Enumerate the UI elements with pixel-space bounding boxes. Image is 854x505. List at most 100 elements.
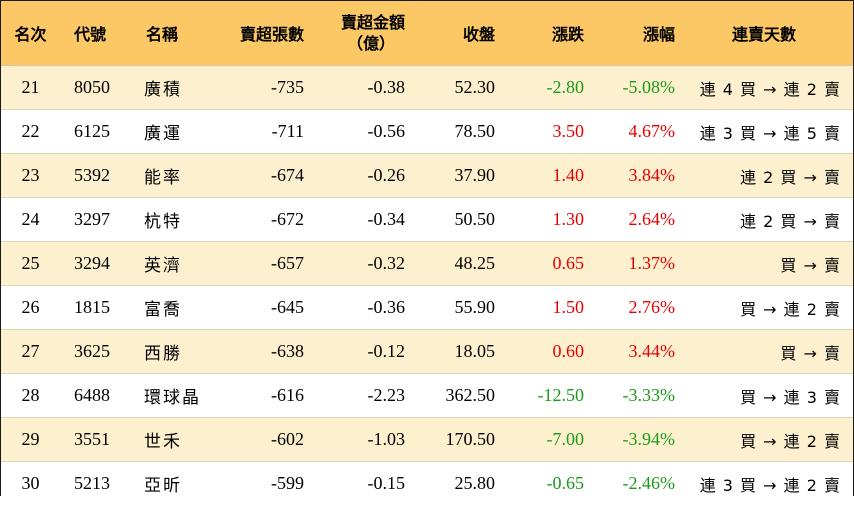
cell-streak: 連 3 買 → 連 5 賣: [699, 123, 841, 143]
cell-change: -2.80: [546, 77, 585, 97]
cell-code: 6125: [74, 121, 110, 141]
table-row: 29 3551 世禾 -602 -1.03 170.50 -7.00 -3.94% 買 → 連 …: [1, 418, 853, 462]
cell-net-sell-amount: -0.38: [367, 77, 406, 97]
cell-change-pct: 2.64%: [628, 209, 676, 229]
cell-net-sell-amount: -0.36: [367, 297, 406, 317]
cell-net-sell-lots: -602: [271, 429, 304, 449]
cell-streak: 買 → 賣: [780, 255, 841, 275]
cell-streak: 連 3 買 → 連 2 賣: [699, 475, 841, 495]
cell-code: 1815: [74, 297, 110, 317]
cell-net-sell-amount: -0.32: [367, 253, 406, 273]
header-streak: 連賣天數: [731, 25, 796, 44]
cell-change-pct: 3.44%: [628, 341, 676, 361]
table-row: 21 8050 廣積 -735 -0.38 52.30 -2.80 -5.08% 連 4 買 →…: [1, 66, 853, 110]
cell-close: 55.90: [454, 297, 496, 317]
cell-change-pct: -3.94%: [622, 429, 676, 449]
cell-net-sell-lots: -735: [271, 77, 304, 97]
cell-change: 1.40: [552, 165, 585, 185]
cell-net-sell-amount: -0.15: [367, 473, 406, 493]
header-change-pct: 漲幅: [642, 25, 675, 44]
cell-close: 362.50: [445, 385, 496, 405]
cell-code: 3551: [74, 429, 110, 449]
cell-streak: 買 → 賣: [780, 343, 841, 363]
cell-name: 富喬: [144, 300, 182, 320]
cell-name: 西勝: [144, 344, 182, 364]
header-net-sell-lots: 賣超張數: [239, 25, 304, 44]
cell-rank: 27: [21, 341, 40, 361]
cell-close: 37.90: [454, 165, 496, 185]
table-row: 24 3297 杭特 -672 -0.34 50.50 1.30 2.64% 連 2 買 → 賣: [1, 198, 853, 242]
cell-net-sell-lots: -599: [271, 473, 304, 493]
cell-net-sell-lots: -711: [271, 121, 304, 141]
cell-close: 18.05: [454, 341, 496, 361]
header-rank: 名次: [14, 25, 47, 44]
cell-name: 能率: [144, 168, 182, 188]
cell-net-sell-lots: -657: [271, 253, 304, 273]
header-close: 收盤: [462, 25, 495, 44]
cell-change-pct: -2.46%: [622, 473, 676, 493]
cell-rank: 21: [21, 77, 40, 97]
table-body: 21 8050 廣積 -735 -0.38 52.30 -2.80 -5.08% 連 4 買 →…: [1, 66, 853, 505]
cell-name: 廣積: [144, 80, 182, 100]
cell-rank: 28: [21, 385, 40, 405]
cell-code: 5213: [74, 473, 110, 493]
cell-net-sell-lots: -672: [271, 209, 304, 229]
cell-close: 170.50: [445, 429, 496, 449]
cell-close: 78.50: [454, 121, 496, 141]
cell-code: 5392: [74, 165, 110, 185]
cell-rank: 24: [21, 209, 40, 229]
cell-code: 6488: [74, 385, 110, 405]
cell-rank: 25: [21, 253, 40, 273]
cell-close: 52.30: [454, 77, 496, 97]
cell-code: 3294: [74, 253, 110, 273]
table-row: 27 3625 西勝 -638 -0.12 18.05 0.60 3.44% 買 → 賣: [1, 330, 853, 374]
table-row: 22 6125 廣運 -711 -0.56 78.50 3.50 4.67% 連 3 買 → 連…: [1, 110, 853, 154]
cell-change-pct: 3.84%: [628, 165, 676, 185]
cell-code: 3625: [74, 341, 110, 361]
cell-net-sell-amount: -0.56: [367, 121, 406, 141]
cell-change: -0.65: [546, 473, 585, 493]
cell-streak: 連 2 買 → 賣: [740, 167, 841, 187]
cell-code: 3297: [74, 209, 110, 229]
cell-change: 0.60: [552, 341, 585, 361]
header-code: 代號: [74, 25, 107, 44]
cell-net-sell-amount: -1.03: [367, 429, 406, 449]
table-row: 25 3294 英濟 -657 -0.32 48.25 0.65 1.37% 買 → 賣: [1, 242, 853, 286]
cell-net-sell-amount: -0.34: [367, 209, 406, 229]
cell-change-pct: -3.33%: [622, 385, 676, 405]
cell-change-pct: -5.08%: [622, 77, 676, 97]
cell-change: 1.50: [552, 297, 585, 317]
cell-name: 世禾: [144, 432, 182, 452]
cell-streak: 買 → 連 2 賣: [740, 431, 841, 451]
cell-name: 環球晶: [144, 388, 201, 408]
cell-change: 1.30: [552, 209, 585, 229]
header-change: 漲跌: [551, 25, 584, 44]
cell-change-pct: 4.67%: [628, 121, 676, 141]
cell-rank: 26: [21, 297, 40, 317]
cell-net-sell-lots: -674: [271, 165, 304, 185]
cell-close: 25.80: [454, 473, 496, 493]
cell-rank: 22: [21, 121, 40, 141]
cell-streak: 連 2 買 → 賣: [740, 211, 841, 231]
table-row: 26 1815 富喬 -645 -0.36 55.90 1.50 2.76% 買 → 連 2 賣: [1, 286, 853, 330]
cell-change: -7.00: [546, 429, 585, 449]
cell-close: 50.50: [454, 209, 496, 229]
header-net-sell-amount-line1: 賣超金額: [340, 13, 405, 32]
header-net-sell-amount-unit: （億）: [346, 34, 395, 53]
table-header: 名次 代號 名稱 賣超張數 賣超金額 （億） 收盤 漲跌 漲幅 連賣天數: [1, 1, 853, 66]
cell-net-sell-amount: -2.23: [367, 385, 406, 405]
cell-streak: 買 → 連 2 賣: [740, 299, 841, 319]
cell-name: 杭特: [144, 212, 182, 232]
cell-code: 8050: [74, 77, 110, 97]
table-row: 28 6488 環球晶 -616 -2.23 362.50 -12.50 -3.33% 買 → …: [1, 374, 853, 418]
cell-net-sell-lots: -616: [271, 385, 304, 405]
cell-net-sell-amount: -0.26: [367, 165, 406, 185]
cell-change: 3.50: [552, 121, 585, 141]
table-row: 30 5213 亞昕 -599 -0.15 25.80 -0.65 -2.46% 連 3 買 →…: [1, 462, 853, 505]
cell-net-sell-lots: -645: [271, 297, 304, 317]
header-name: 名稱: [146, 25, 179, 44]
cell-streak: 連 4 買 → 連 2 賣: [699, 79, 841, 99]
cell-change: 0.65: [552, 253, 585, 273]
cell-rank: 29: [21, 429, 40, 449]
cell-net-sell-lots: -638: [271, 341, 304, 361]
